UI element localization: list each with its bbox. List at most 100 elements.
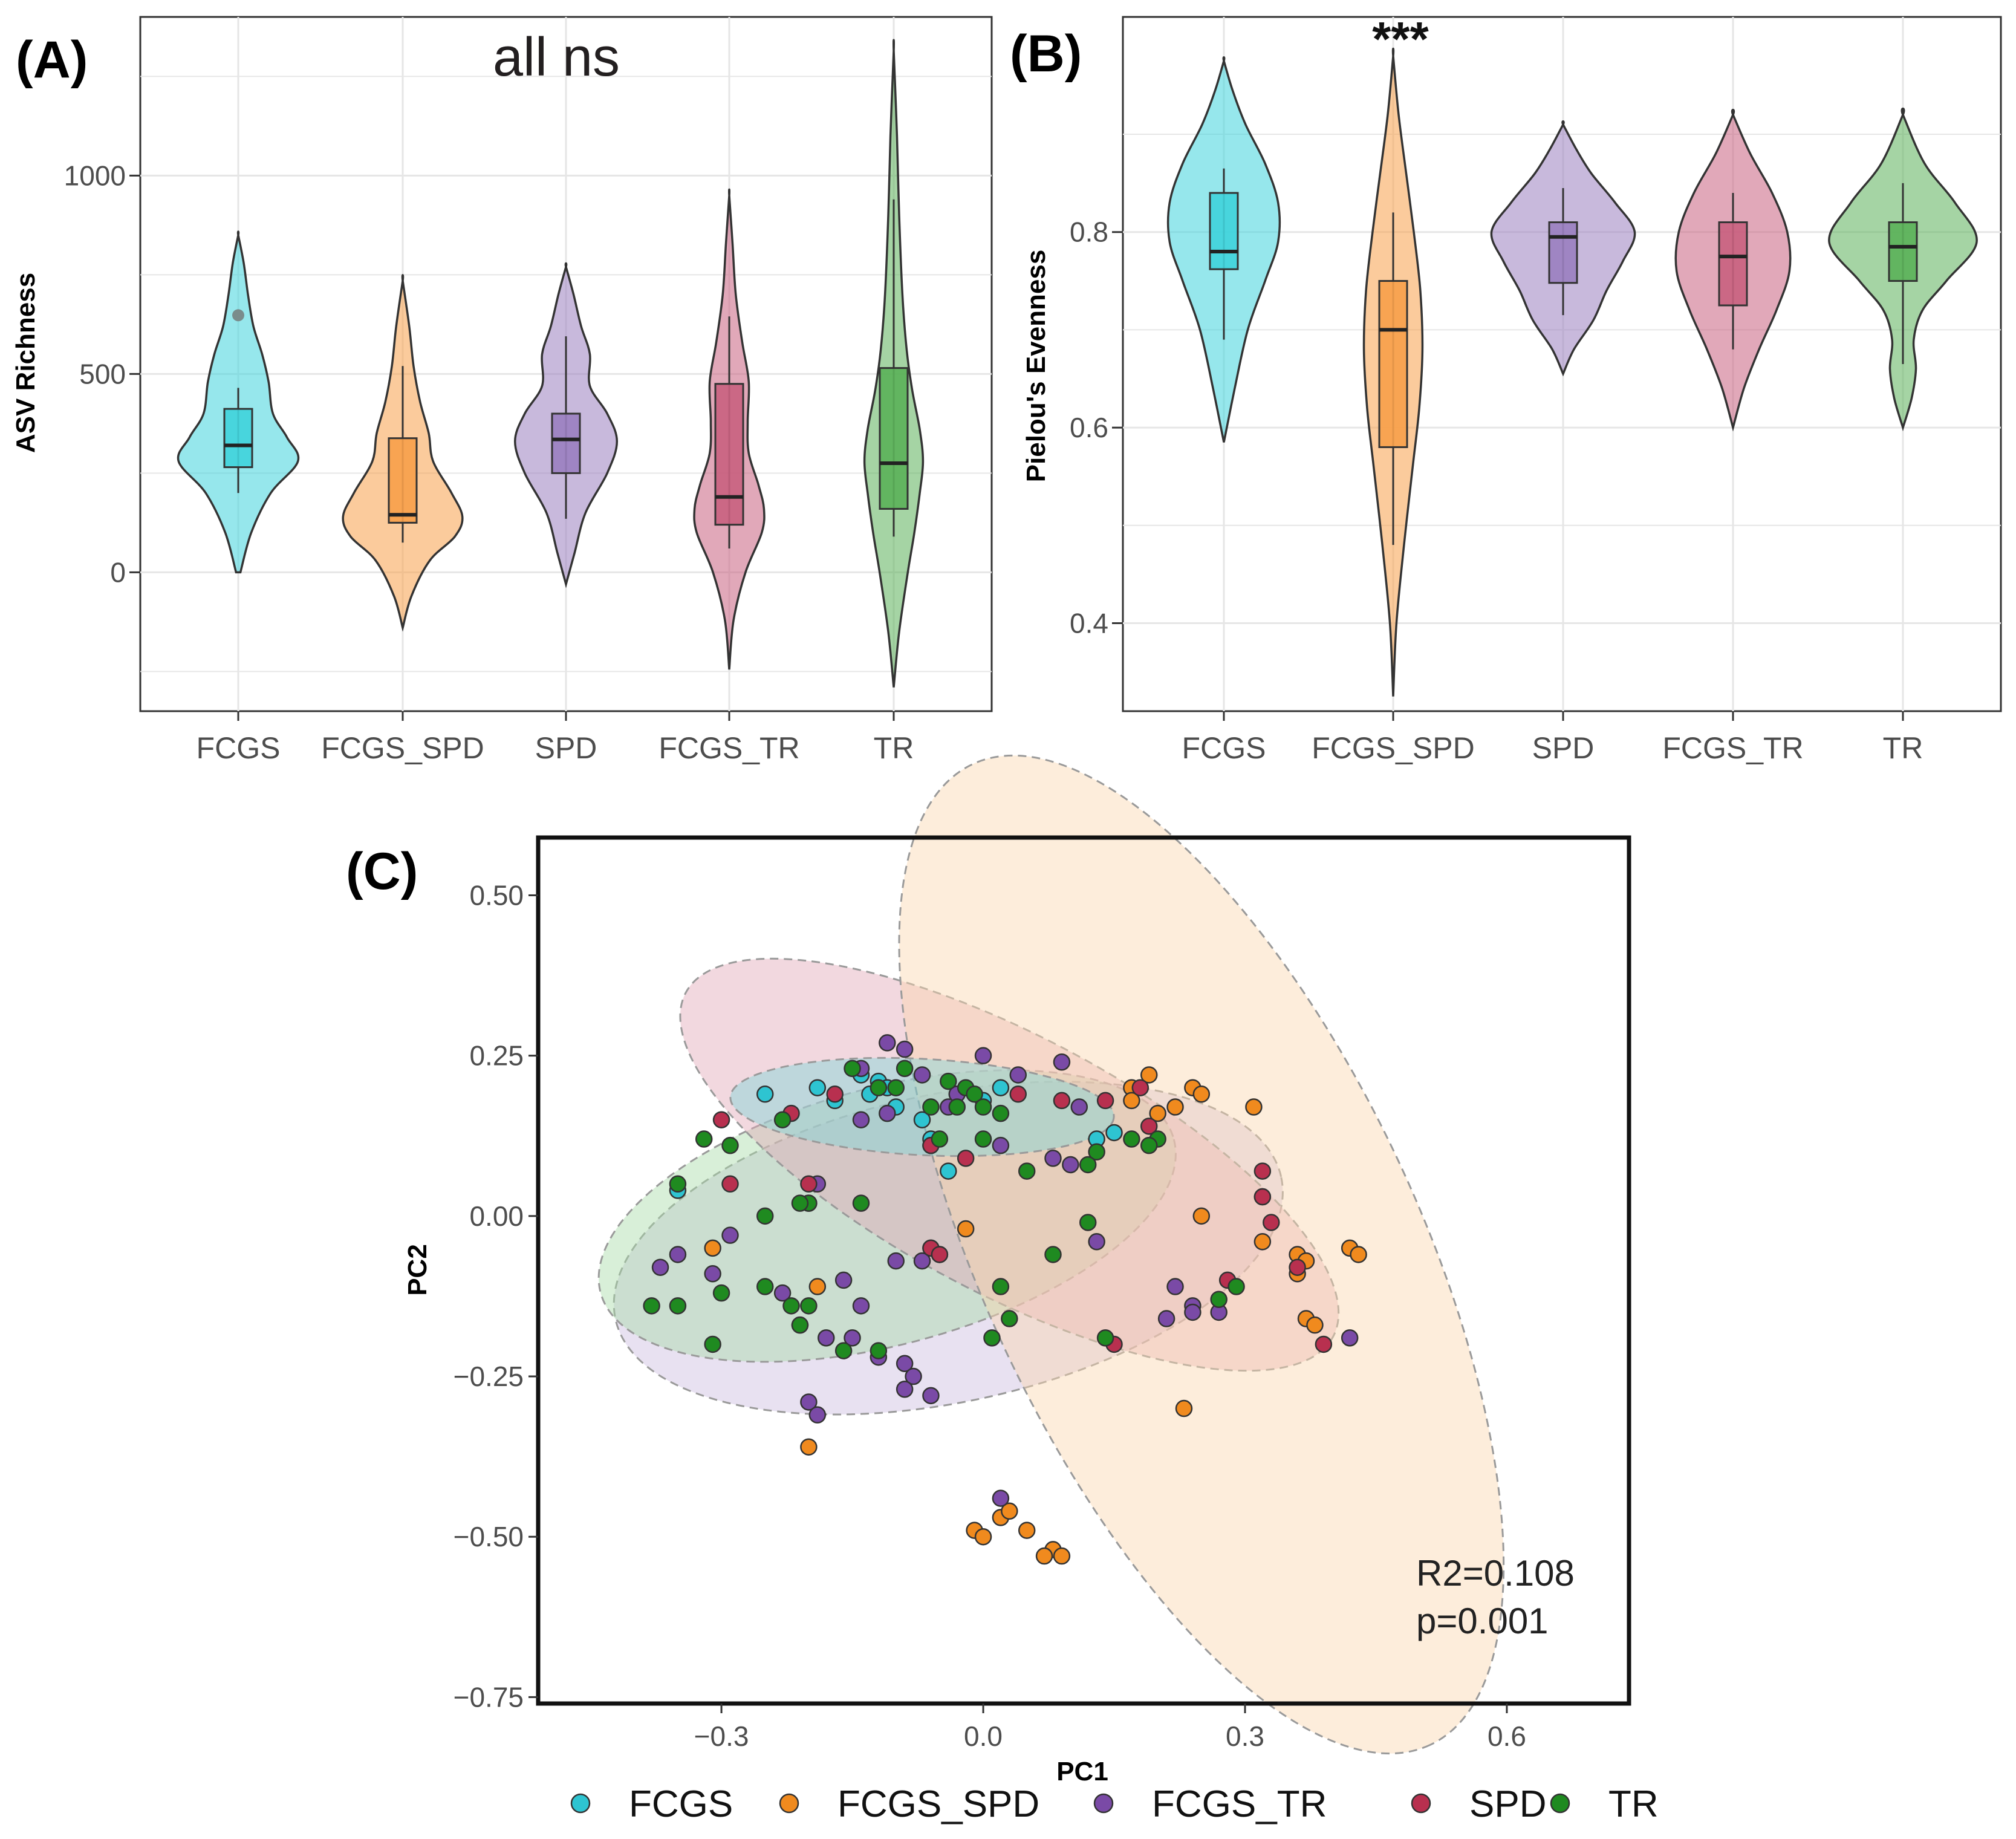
- panel-c-point-fcgs-spd: [1123, 1092, 1140, 1110]
- panel-c-point-fcgs-spd: [974, 1528, 992, 1546]
- panel-c-point-fcgs-tr: [879, 1034, 896, 1052]
- panel-c-point-fcgs: [808, 1079, 827, 1096]
- panel-c-point-spd: [1096, 1092, 1114, 1110]
- panel-c-points: [643, 1034, 1367, 1565]
- panel-c-label: (C): [346, 842, 418, 900]
- panel-a-tr-box: [879, 367, 909, 510]
- panel-c-point-tr: [643, 1297, 660, 1315]
- panel-c-point-fcgs-spd: [1053, 1547, 1071, 1565]
- legend-marker-fcgs-tr: [1093, 1793, 1114, 1814]
- panel-c-point-fcgs-spd: [1245, 1098, 1263, 1116]
- panel-c-x-axis-label: PC1: [1056, 1757, 1108, 1786]
- panel-c-point-fcgs-spd: [1018, 1522, 1036, 1539]
- panel-c-point-tr: [1088, 1143, 1105, 1161]
- panel-c-point-fcgs-tr: [844, 1329, 861, 1347]
- panel-a-fcgs-spd-box: [388, 437, 418, 524]
- panel-c-point-tr: [1079, 1156, 1097, 1174]
- panel-c-point-tr: [852, 1194, 870, 1212]
- panel-c-y-tick-label: −0.50: [454, 1521, 524, 1552]
- panel-c-point-fcgs-tr: [896, 1355, 914, 1373]
- panel-c-point-fcgs-tr: [852, 1297, 870, 1315]
- panel-c-point-fcgs-tr: [896, 1380, 914, 1398]
- panel-c-y-tick-label: 0.25: [469, 1040, 524, 1072]
- panel-b-spd-box: [1548, 221, 1578, 284]
- panel-b: (B) 0.4 0.6 0.8 FCGS FCGS_SPD SPD FCGS_TR TR *…: [1010, 12, 2002, 765]
- panel-c-point-tr: [756, 1207, 774, 1225]
- panel-c-point-fcgs-spd: [800, 1438, 818, 1456]
- panel-c-point-fcgs-tr: [1341, 1329, 1359, 1347]
- panel-c-point-fcgs-spd: [1192, 1207, 1211, 1225]
- panel-c-point-tr: [712, 1284, 730, 1302]
- panel-c-point-fcgs-tr: [974, 1047, 992, 1064]
- panel-c-point-tr: [1210, 1291, 1227, 1308]
- panel-c-point-fcgs-spd: [957, 1220, 975, 1238]
- panel-c-point-fcgs: [913, 1111, 931, 1128]
- panel-c-point-tr: [966, 1085, 983, 1103]
- legend-marker-tr: [1550, 1793, 1570, 1814]
- panel-c-frame: [536, 835, 1631, 1706]
- panel-c-point-tr: [756, 1278, 774, 1295]
- panel-c-point-spd: [1263, 1214, 1280, 1231]
- panel-c-point-tr: [791, 1316, 809, 1334]
- panel-c-r2-stat: R2=0.108: [1416, 1553, 1575, 1593]
- panel-c-y-tick-label: 0.50: [469, 879, 524, 911]
- panel-c-point-fcgs-tr: [704, 1265, 721, 1283]
- panel-c-point-fcgs-spd: [1035, 1547, 1053, 1565]
- panel-c-point-tr: [922, 1098, 940, 1116]
- panel-c-point-tr: [1079, 1214, 1097, 1231]
- panel-b-significance-annotation: ***: [1372, 12, 1429, 66]
- panel-c-point-fcgs-tr: [651, 1258, 669, 1276]
- legend-marker-fcgs: [570, 1793, 591, 1814]
- panel-c-point-fcgs-spd: [704, 1239, 721, 1257]
- panel-c-point-tr: [782, 1297, 800, 1315]
- panel-c-point-tr: [948, 1098, 966, 1116]
- panel-c-point-spd: [1289, 1258, 1306, 1276]
- panel-a-y-tick-label: 500: [79, 358, 126, 389]
- panel-c-point-fcgs-spd: [1253, 1233, 1272, 1251]
- panel-c-point-fcgs-spd: [1001, 1502, 1018, 1520]
- panel-c-y-axis-label: PC2: [403, 1244, 432, 1296]
- panel-c-point-fcgs-spd: [1175, 1399, 1193, 1417]
- panel-b-fcgs-spd-box: [1378, 280, 1408, 448]
- panel-c-point-tr: [870, 1342, 888, 1359]
- panel-c-point-tr: [896, 1059, 914, 1078]
- panel-c-point-tr: [870, 1079, 888, 1096]
- panel-c-point-spd: [800, 1175, 818, 1193]
- panel-a-spd-box: [551, 412, 581, 474]
- panel-c-point-tr: [704, 1335, 721, 1353]
- panel-c-point-fcgs-tr: [1044, 1150, 1062, 1167]
- panel-c-point-fcgs-spd: [1306, 1316, 1324, 1334]
- panel-c-point-fcgs-tr: [852, 1111, 870, 1128]
- panel-c-point-fcgs: [756, 1085, 774, 1103]
- panel-b-violins: [1166, 47, 1978, 697]
- panel-c-point-spd: [1315, 1335, 1333, 1353]
- panel-c-x-tick-label: 0.6: [1488, 1720, 1526, 1752]
- panel-b-x-tick-label: FCGS_SPD: [1312, 731, 1475, 765]
- panel-c-point-fcgs-spd: [1350, 1246, 1367, 1263]
- panel-c-point-tr: [931, 1130, 949, 1148]
- panel-c-point-tr: [983, 1329, 1001, 1347]
- panel-c-point-tr: [1096, 1329, 1114, 1347]
- panel-c-point-fcgs-tr: [1088, 1233, 1105, 1251]
- panel-c-point-spd: [1253, 1188, 1272, 1206]
- panel-b-tr-box: [1888, 221, 1918, 282]
- panel-c-point-tr: [887, 1079, 905, 1096]
- panel-c-point-fcgs-tr: [800, 1393, 818, 1411]
- panel-c-point-tr: [773, 1111, 792, 1128]
- panel-a-x-ticks: FCGS FCGS_SPD SPD FCGS_TR TR: [197, 711, 914, 765]
- panel-c-point-spd: [931, 1246, 949, 1263]
- panel-a-label: (A): [16, 31, 88, 89]
- panel-b-label: (B): [1010, 25, 1082, 83]
- panel-c-point-spd: [826, 1085, 844, 1103]
- panel-b-x-tick-label: FCGS_TR: [1662, 731, 1803, 765]
- panel-c-point-fcgs-tr: [669, 1246, 687, 1263]
- panel-a-x-tick-label: SPD: [535, 731, 597, 765]
- panel-a-x-tick-label: FCGS_SPD: [321, 731, 484, 765]
- panel-c-point-fcgs: [940, 1162, 957, 1180]
- panel-c-point-fcgs-tr: [1166, 1278, 1184, 1295]
- panel-c-x-tick-label: 0.0: [964, 1720, 1003, 1752]
- panel-c-point-spd: [1053, 1092, 1071, 1110]
- panel-c-point-fcgs-tr: [905, 1367, 922, 1385]
- panel-c-ellipse-tr: [597, 1069, 1177, 1363]
